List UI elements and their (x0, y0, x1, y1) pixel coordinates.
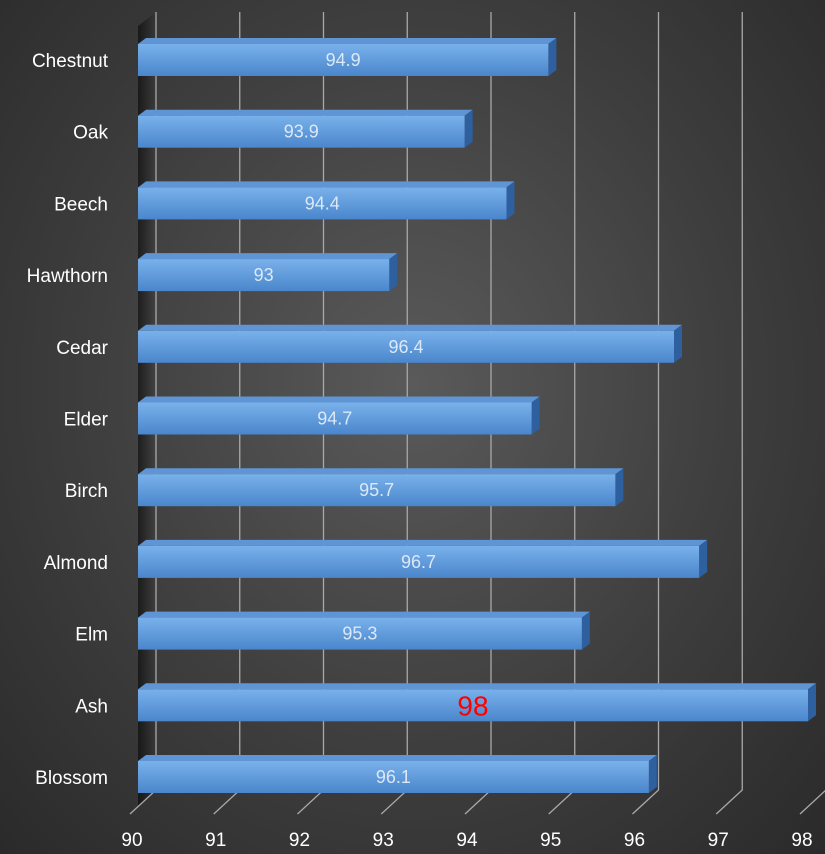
bar-top-face (138, 683, 816, 690)
bar-top-face (138, 539, 708, 546)
data-label: 96.4 (388, 337, 423, 357)
x-tick-label: 93 (373, 830, 394, 851)
category-label: Birch (65, 481, 108, 502)
category-label: Chestnut (32, 51, 109, 72)
bar-group: 96.7 Almond (44, 539, 708, 578)
bar-top-face (138, 324, 682, 331)
bar-side-face (674, 324, 682, 363)
gridline (632, 12, 660, 815)
gridline (799, 790, 825, 815)
bar-side-face (699, 539, 708, 578)
bar-side-face (581, 611, 590, 650)
bar (138, 187, 507, 220)
bar (138, 617, 582, 650)
bar-group: 95.3 Elm (75, 611, 590, 650)
x-tick-label: 90 (121, 830, 142, 851)
bar-side-face (464, 109, 473, 148)
x-tick-label: 95 (540, 830, 561, 851)
bar-top-face (138, 38, 557, 44)
bar (138, 761, 649, 793)
bar-side-face (808, 683, 816, 722)
data-label: 93.9 (284, 122, 319, 142)
bar-group: 93 Hawthorn (27, 253, 398, 292)
bar-group: 94.9 Chestnut (32, 38, 557, 76)
bar (138, 689, 808, 722)
bar-group: 94.4 Beech (54, 181, 515, 220)
category-label: Cedar (56, 338, 108, 359)
category-label: Hawthorn (27, 266, 108, 287)
bar-side-face (531, 396, 540, 435)
bar (138, 474, 616, 507)
bar-group: 98 Ash (75, 683, 816, 722)
data-label: 94.7 (317, 409, 352, 429)
bar-group: 95.7 Birch (65, 468, 624, 507)
bar-top-face (138, 109, 473, 116)
data-label: 94.4 (305, 193, 340, 213)
data-label: 94.9 (326, 50, 361, 70)
bar-side-face (615, 468, 624, 507)
x-tick-label: 91 (205, 830, 226, 851)
bar-side-face (506, 181, 515, 220)
bar-top-face (138, 611, 590, 618)
category-label: Elm (75, 625, 108, 646)
bar-top-face (138, 396, 540, 403)
data-label: 96.1 (376, 767, 411, 787)
x-tick-label: 97 (708, 830, 729, 851)
category-label: Elder (64, 410, 109, 431)
bar (138, 115, 465, 148)
x-tick-label: 98 (791, 830, 812, 851)
data-label: 96.7 (401, 552, 436, 572)
bar-group: 94.7 Elder (64, 396, 540, 435)
bar-group: 96.1 Blossom (35, 755, 657, 793)
gridline (715, 12, 743, 815)
category-label: Blossom (35, 768, 108, 789)
category-label: Oak (73, 123, 108, 144)
category-label: Almond (44, 553, 108, 574)
bar-side-face (389, 253, 398, 292)
bar-top-face (138, 253, 398, 260)
bar-group: 96.4 Cedar (56, 324, 682, 363)
bar (138, 44, 549, 76)
bar-group: 93.9 Oak (73, 109, 473, 148)
x-axis-ticks: 90 91 92 93 94 95 96 97 98 (121, 830, 812, 851)
bar-side-face (548, 38, 557, 76)
bar (138, 330, 674, 363)
data-label: 95.7 (359, 480, 394, 500)
data-label: 95.3 (342, 624, 377, 644)
data-label: 98 (457, 690, 488, 721)
bar-side-face (648, 755, 657, 793)
bar (138, 545, 700, 578)
bars: 94.9 Chestnut 93.9 Oak 94.4 Beech 93 Hawthorn 96… (27, 38, 816, 793)
x-tick-label: 92 (289, 830, 310, 851)
bar (138, 402, 532, 435)
category-label: Ash (75, 696, 108, 717)
x-tick-label: 96 (624, 830, 645, 851)
data-label: 93 (254, 265, 274, 285)
bar-top-face (138, 181, 515, 188)
x-tick-label: 94 (456, 830, 478, 851)
category-label: Beech (54, 194, 108, 215)
bar-top-face (138, 468, 624, 475)
bar-top-face (138, 755, 657, 761)
bar (138, 259, 390, 292)
